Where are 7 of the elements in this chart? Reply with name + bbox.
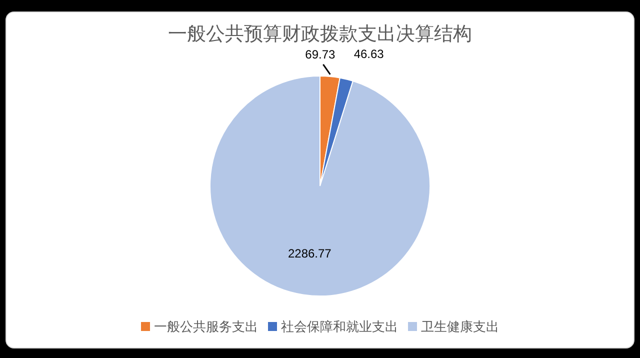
legend-label: 社会保障和就业支出 <box>281 319 398 334</box>
data-label: 46.63 <box>354 46 384 61</box>
legend-label: 卫生健康支出 <box>421 319 499 334</box>
data-label: 2286.77 <box>288 246 332 260</box>
chart-title: 一般公共预算财政拨款支出决算结构 <box>168 24 472 45</box>
legend-label: 一般公共服务支出 <box>154 319 258 334</box>
data-label: 69.73 <box>305 47 336 62</box>
